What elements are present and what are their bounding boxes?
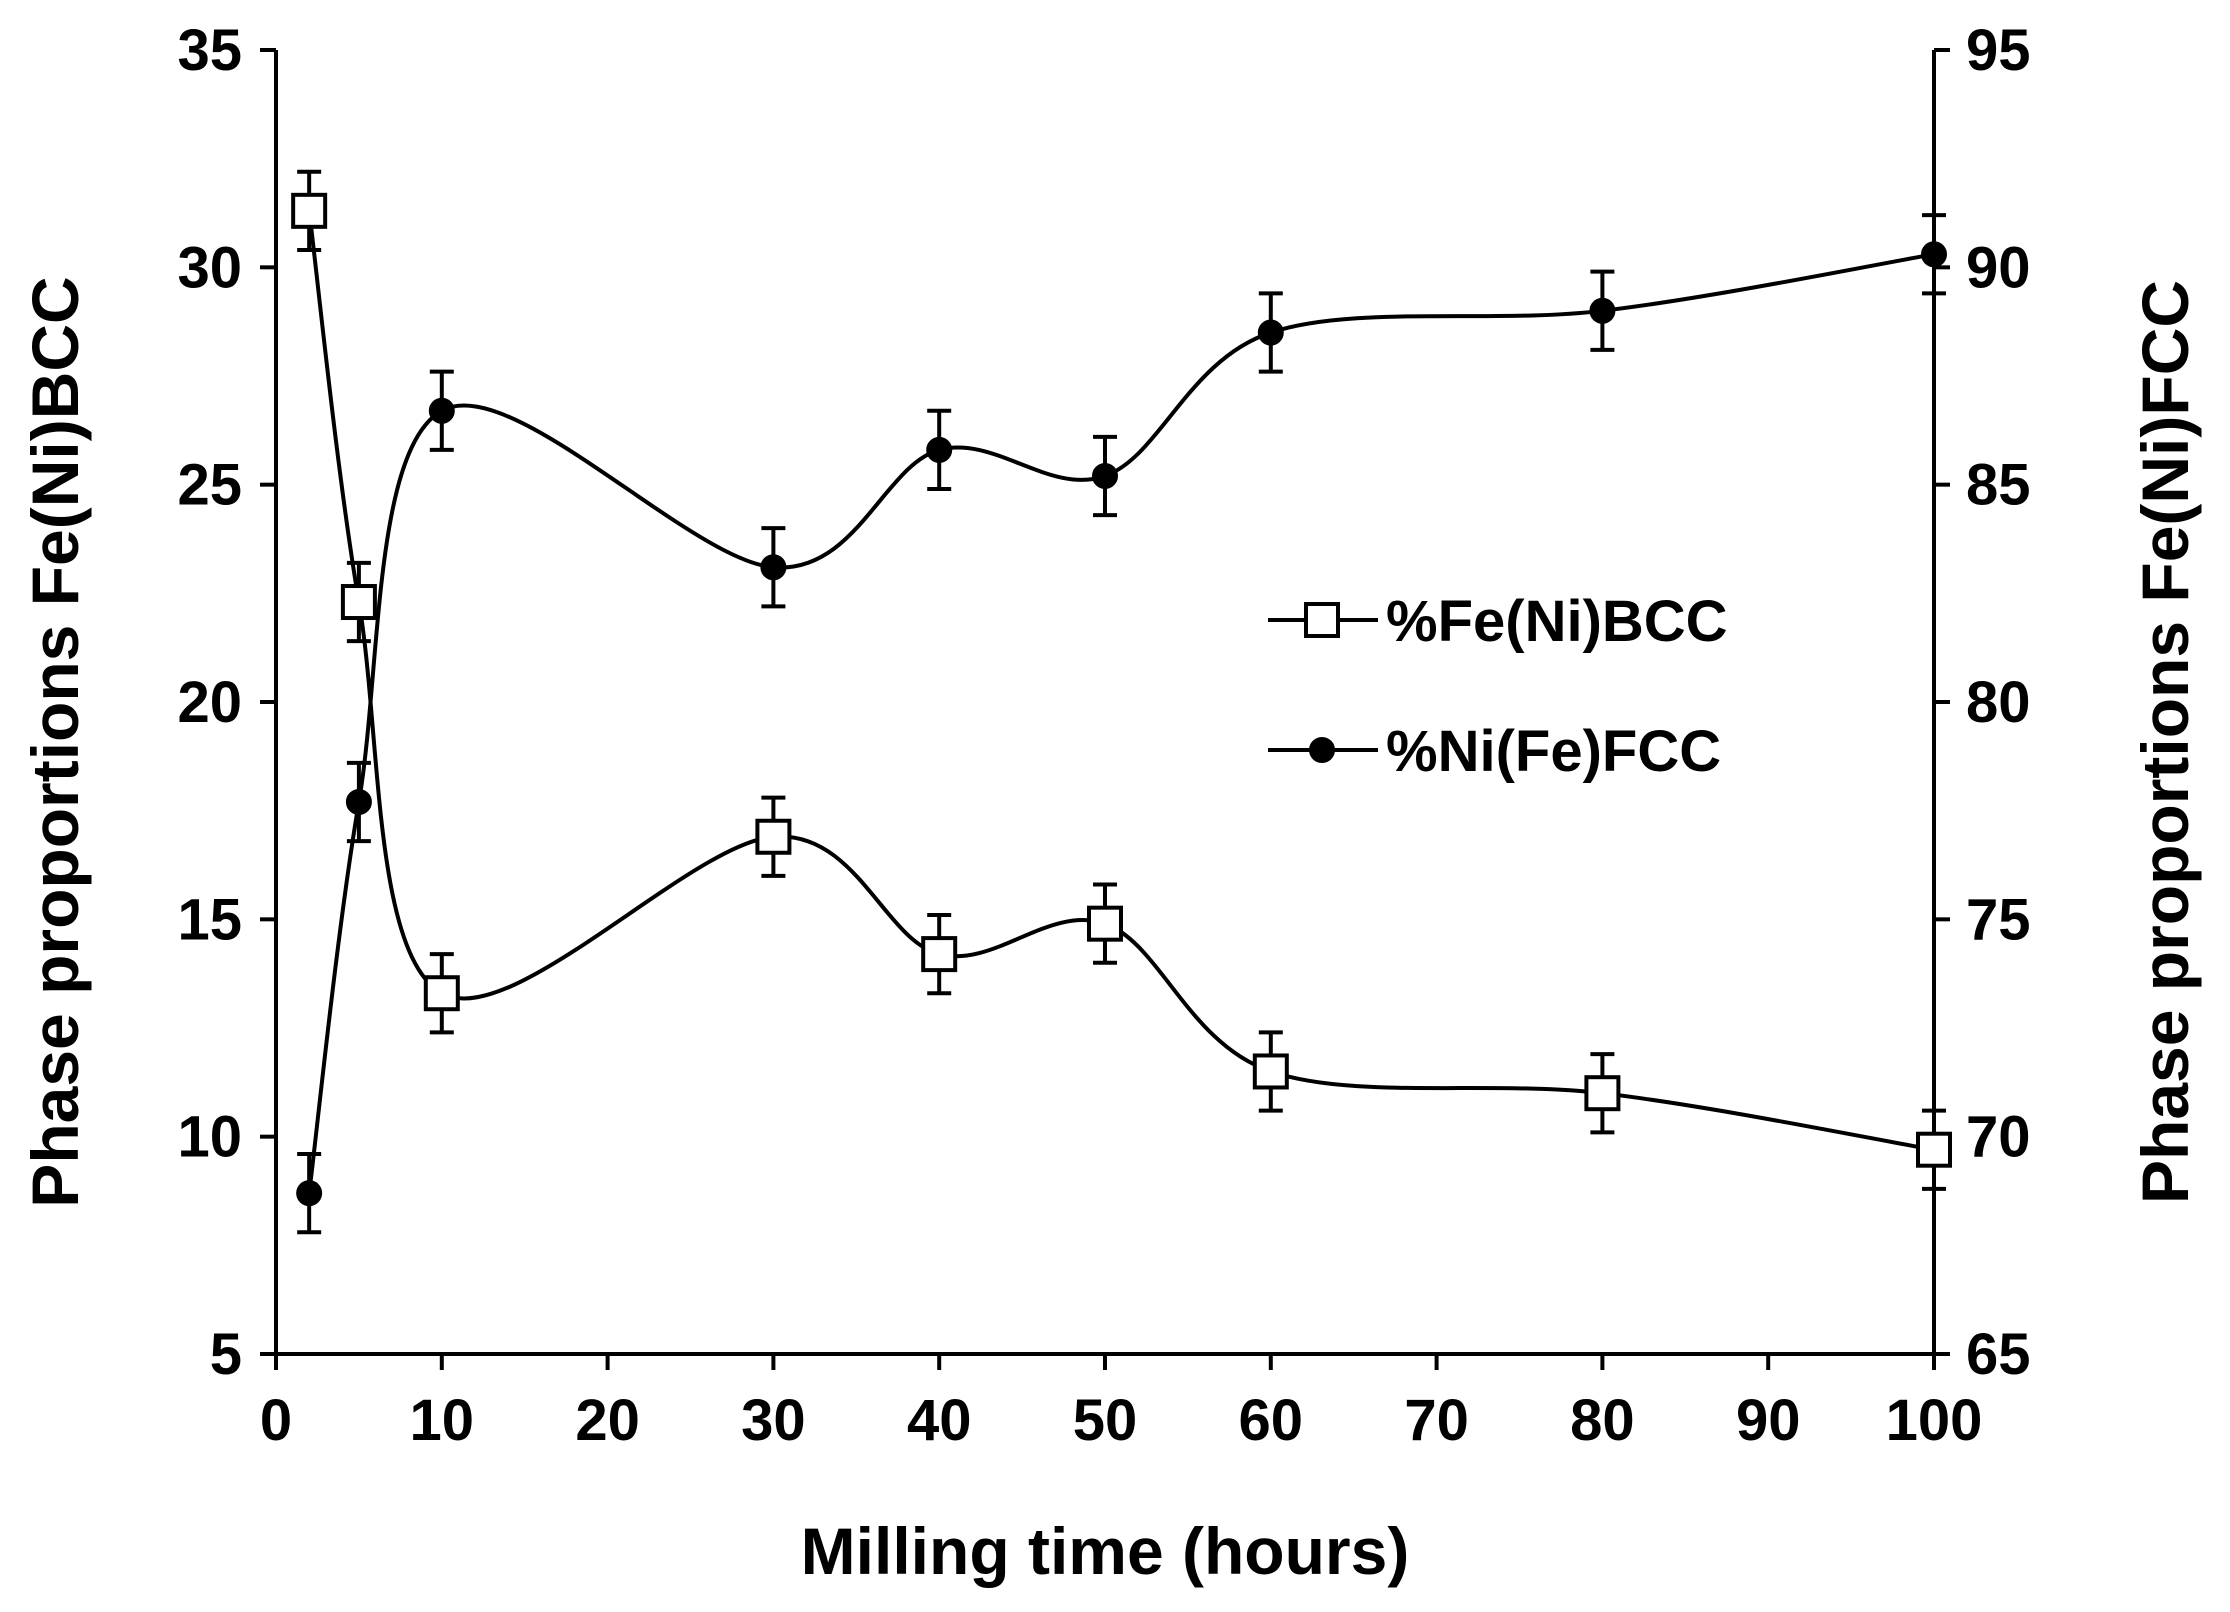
x-tick-label: 40: [907, 1388, 972, 1453]
data-point-fcc: [926, 436, 953, 463]
legend-label-bcc: %Fe(Ni)BCC: [1386, 589, 1728, 654]
y-right-tick-label: 75: [1966, 887, 2031, 952]
data-point-bcc: [1584, 1075, 1621, 1112]
legend-item-fcc: %Ni(Fe)FCC: [1268, 719, 1721, 784]
data-point-bcc: [340, 584, 377, 621]
y-right-tick-label: 85: [1966, 453, 2031, 518]
x-tick-label: 30: [741, 1388, 806, 1453]
x-tick-label: 50: [1073, 1388, 1138, 1453]
data-point-bcc: [1087, 905, 1123, 942]
series: [291, 169, 1952, 1235]
data-point-fcc: [1589, 297, 1616, 324]
legend-marker-fcc: [1309, 737, 1335, 763]
data-point-bcc: [291, 192, 328, 229]
y-right-tick-label: 65: [1966, 1322, 2031, 1387]
y-left-tick-label: 5: [210, 1322, 242, 1387]
legend-label-fcc: %Ni(Fe)FCC: [1386, 719, 1721, 784]
y-left-axis-title: Phase proportions Fe(Ni)BCC: [18, 276, 92, 1207]
x-tick-label: 0: [260, 1388, 292, 1453]
x-axis-title: Milling time (hours): [801, 1514, 1410, 1588]
x-tick-label: 60: [1239, 1388, 1304, 1453]
y-left-tick-label: 35: [177, 18, 242, 83]
series-bcc: [291, 169, 1952, 1191]
x-tick-label: 20: [575, 1388, 640, 1453]
x-tick-label: 90: [1736, 1388, 1801, 1453]
y-left-tick-label: 15: [177, 887, 242, 952]
data-point-bcc: [1252, 1053, 1289, 1090]
data-point-fcc: [296, 1180, 323, 1207]
y-right-axis-title: Phase proportions Fe(Ni)FCC: [2128, 280, 2202, 1204]
y-right-tick-label: 70: [1966, 1105, 2031, 1170]
data-point-bcc: [921, 936, 958, 973]
series-line-fcc: [307, 252, 1935, 1194]
data-point-fcc: [1092, 462, 1118, 489]
legend-marker-bcc: [1304, 602, 1340, 638]
y-right-tick-label: 90: [1966, 235, 2031, 300]
data-point-fcc: [1921, 241, 1947, 268]
series-fcc: [296, 213, 1947, 1235]
data-point-bcc: [423, 975, 460, 1012]
data-point-fcc: [760, 554, 787, 581]
data-point-fcc: [1257, 319, 1284, 346]
series-line-bcc: [307, 210, 1935, 1152]
y-left-tick-label: 20: [177, 670, 242, 735]
x-tick-label: 100: [1886, 1388, 1983, 1453]
labels: Milling time (hours) Phase proportions F…: [18, 276, 2202, 1588]
y-right-tick-label: 80: [1966, 670, 2031, 735]
y-left-tick-label: 10: [177, 1105, 242, 1170]
y-right-tick-label: 95: [1966, 18, 2031, 83]
data-point-fcc: [428, 397, 455, 424]
x-tick-label: 80: [1570, 1388, 1635, 1453]
data-point-bcc: [1916, 1131, 1952, 1168]
axes: 0 10 20 30 40 50 60 70 80 90 100 5 10 15 20 25 30 35 65 70 7…: [177, 18, 2030, 1453]
legend-item-bcc: %Fe(Ni)BCC: [1268, 589, 1728, 654]
data-point-bcc: [755, 818, 792, 855]
x-tick-label: 10: [410, 1388, 475, 1453]
x-tick-label: 70: [1404, 1388, 1469, 1453]
legend: %Fe(Ni)BCC %Ni(Fe)FCC: [1268, 589, 1728, 784]
data-point-fcc: [345, 788, 372, 815]
y-left-tick-label: 25: [177, 453, 242, 518]
y-left-tick-label: 30: [177, 235, 242, 300]
